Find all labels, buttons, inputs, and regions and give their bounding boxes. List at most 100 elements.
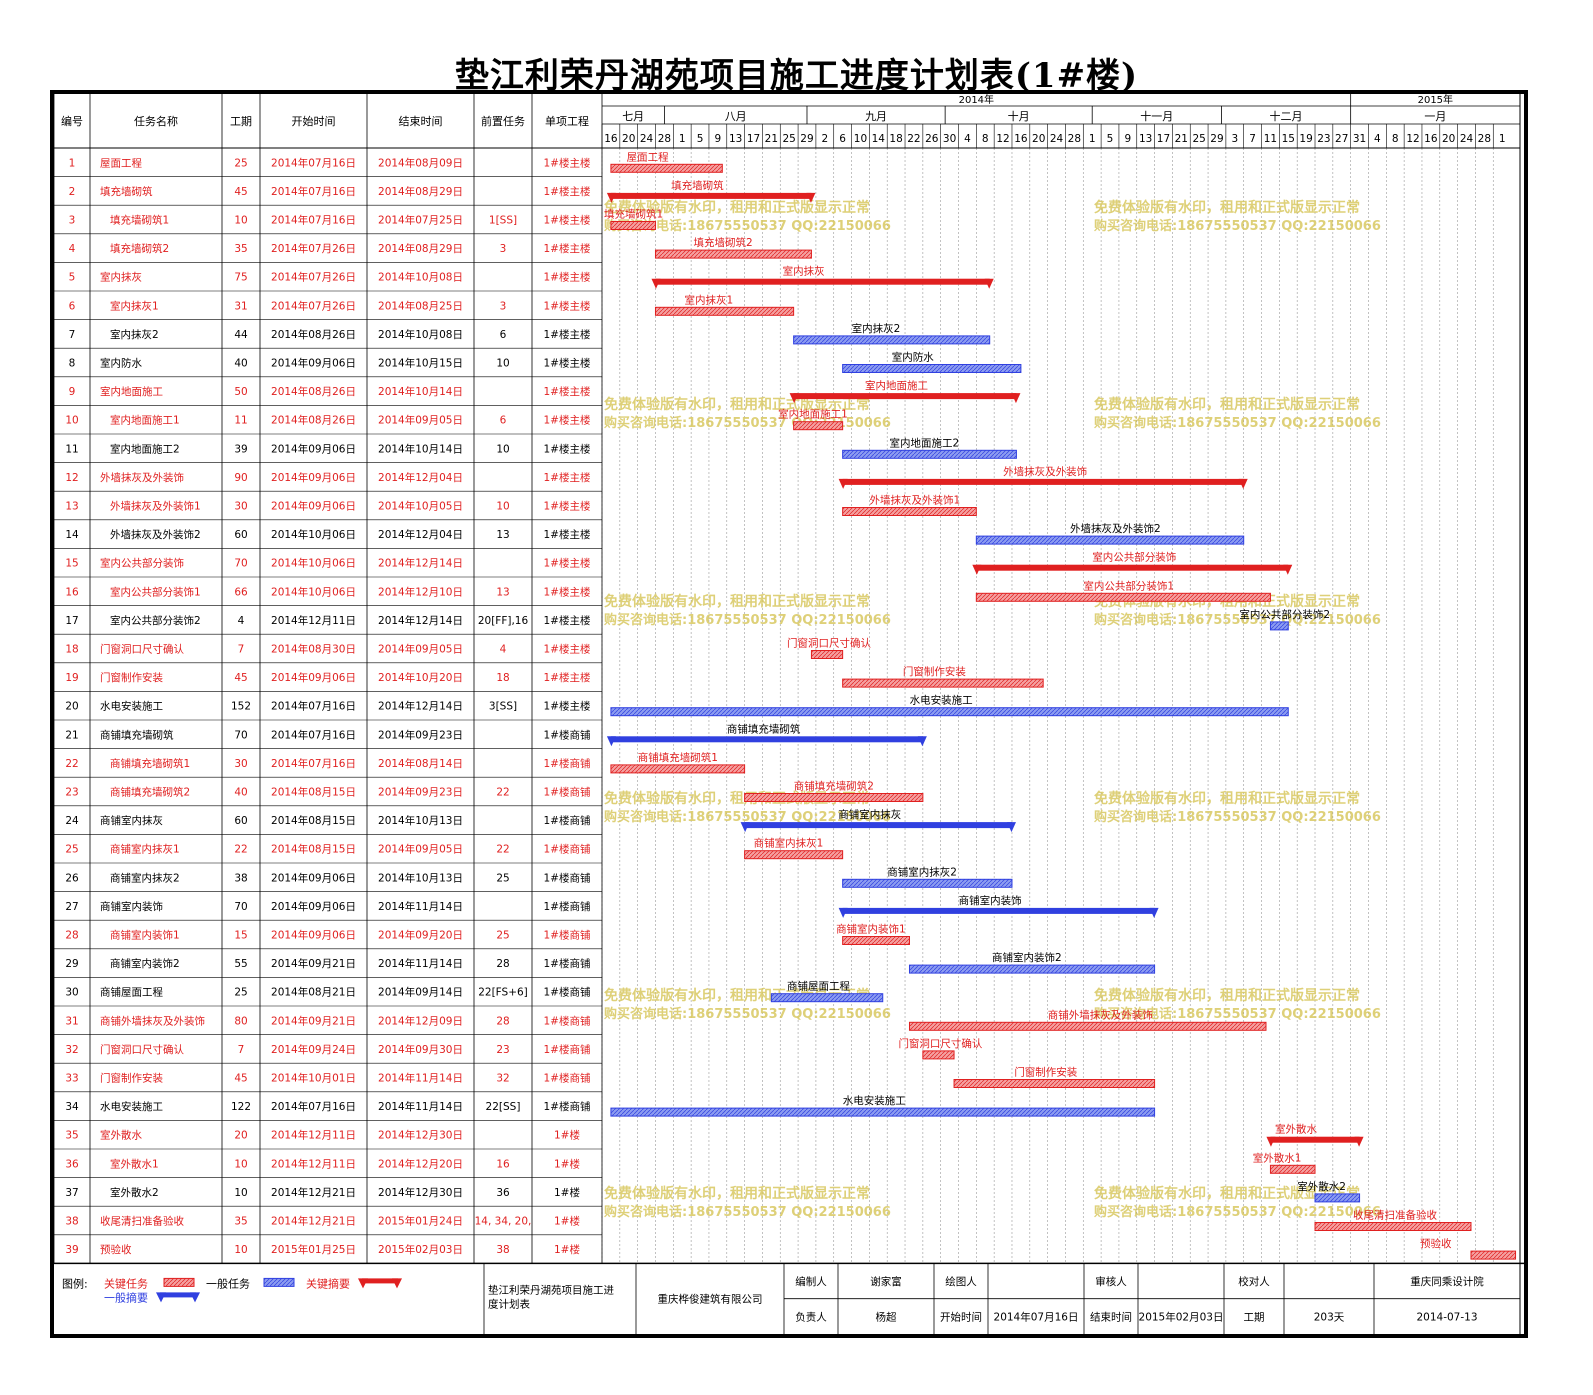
- summary-bar: [842, 907, 1155, 914]
- column-header: 开始时间: [292, 114, 336, 128]
- task-bar: [793, 335, 991, 345]
- task-unit: 1#楼主楼: [544, 557, 591, 570]
- task-pred: 22: [496, 787, 509, 799]
- task-pred: 28: [496, 1015, 509, 1027]
- task-id: 27: [65, 901, 78, 913]
- task-bar-label: 门窗制作安装: [1014, 1066, 1077, 1079]
- footer-end: 2015年02月03日: [1139, 1310, 1224, 1323]
- task-start-text: 2014年09月06日: [271, 471, 356, 484]
- task-end-text: 2014年12月30日: [378, 1129, 463, 1142]
- task-duration: 50: [234, 386, 247, 398]
- day-tick-label: 22: [907, 133, 920, 145]
- task-bar-label: 室外散水1: [1253, 1151, 1302, 1164]
- summary-cap: [1011, 393, 1021, 404]
- task-start-text: 2014年07月16日: [271, 156, 356, 169]
- task-duration: 30: [234, 501, 247, 513]
- task-end-text: 2014年12月14日: [378, 614, 463, 627]
- task-pred: 22[FS+6]: [478, 987, 528, 999]
- task-end-text: 2015年01月24日: [378, 1215, 463, 1228]
- task-duration: 45: [234, 1073, 247, 1085]
- task-id: 22: [65, 758, 78, 770]
- task-name: 室外散水: [100, 1129, 142, 1142]
- day-tick-label: 1: [1499, 133, 1506, 145]
- task-start-text: 2014年07月26日: [271, 271, 356, 284]
- summary-cap: [917, 736, 927, 747]
- task-bar-label: 室内防水: [892, 351, 934, 364]
- task-bar: [744, 850, 844, 860]
- task-duration: 45: [234, 672, 247, 684]
- task-bar-label: 门窗洞口尺寸确认: [787, 637, 871, 650]
- task-unit: 1#楼主楼: [544, 585, 591, 598]
- task-bar-label: 室内公共部分装饰1: [1083, 579, 1174, 592]
- task-end-text: 2014年10月08日: [378, 271, 463, 284]
- summary-bar: [976, 564, 1289, 571]
- summary-bar: [655, 278, 990, 285]
- task-id: 31: [65, 1015, 78, 1027]
- column-header: 前置任务: [481, 114, 525, 128]
- day-tick-label: 5: [697, 133, 704, 145]
- task-end-text: 2014年09月05日: [378, 643, 463, 656]
- task-bar-label: 外墙抹灰及外装饰1: [869, 494, 960, 507]
- task-bar-label: 室内抹灰1: [685, 293, 734, 306]
- task-duration: 4: [238, 615, 245, 627]
- task-id: 7: [69, 329, 76, 341]
- task-start-text: 2015年01月25日: [271, 1243, 356, 1256]
- task-bar-label: 外墙抹灰及外装饰: [1003, 465, 1087, 478]
- task-end-text: 2014年10月14日: [378, 442, 463, 455]
- task-duration: 70: [234, 729, 247, 741]
- task-id: 9: [69, 386, 76, 398]
- task-start-text: 2014年09月24日: [271, 1043, 356, 1056]
- task-name: 水电安装施工: [100, 1100, 163, 1113]
- task-id: 20: [65, 701, 78, 713]
- task-bar: [842, 936, 910, 945]
- task-start-text: 2014年07月16日: [271, 1100, 356, 1113]
- task-start-text: 2014年08月15日: [271, 814, 356, 827]
- day-tick-label: 9: [715, 133, 722, 145]
- task-name: 商铺室内抹灰2: [110, 871, 180, 884]
- task-start-text: 2014年08月26日: [271, 328, 356, 341]
- task-start-text: 2014年10月06日: [271, 557, 356, 570]
- summary-cap: [1354, 1136, 1364, 1147]
- watermark-line: 免费体验版有水印，租用和正式版显示正常: [604, 199, 870, 216]
- task-end-text: 2014年12月14日: [378, 557, 463, 570]
- task-pred: 4: [500, 644, 507, 656]
- task-unit: 1#楼: [554, 1129, 580, 1142]
- task-end-text: 2014年09月05日: [378, 414, 463, 427]
- task-bar-label: 填充墙砌筑1: [604, 208, 663, 221]
- task-duration: 35: [234, 243, 247, 255]
- column-header: 单项工程: [545, 115, 589, 128]
- task-unit: 1#楼: [554, 1215, 580, 1228]
- task-start-text: 2014年08月21日: [271, 986, 356, 999]
- footer-date: 2014-07-13: [1416, 1311, 1477, 1323]
- task-unit: 1#楼主楼: [544, 442, 591, 455]
- footer-institute: 重庆同乘设计院: [1410, 1275, 1484, 1288]
- summary-cap: [1266, 1136, 1276, 1147]
- task-start-text: 2014年09月06日: [271, 442, 356, 455]
- day-tick-label: 6: [839, 133, 846, 145]
- day-tick-label: 13: [1139, 133, 1152, 145]
- day-tick-label: 3: [1231, 133, 1238, 145]
- task-bar-label: 商铺填充墙砌筑2: [794, 780, 874, 793]
- task-unit: 1#楼商铺: [544, 986, 591, 999]
- task-id: 8: [69, 358, 76, 370]
- task-id: 33: [65, 1073, 78, 1085]
- task-end-text: 2014年10月08日: [378, 328, 463, 341]
- task-duration: 10: [234, 1244, 247, 1256]
- watermark-line: 购买咨询电话:18675550537 QQ:22150066: [604, 612, 891, 628]
- task-pred: 36: [496, 1187, 510, 1199]
- day-tick-label: 13: [729, 133, 742, 145]
- task-start-text: 2014年12月11日: [271, 1157, 356, 1170]
- task-duration: 15: [234, 930, 247, 942]
- task-id: 17: [65, 615, 78, 627]
- task-id: 24: [65, 815, 79, 827]
- task-end-text: 2014年12月04日: [378, 528, 463, 541]
- task-id: 19: [65, 672, 78, 684]
- task-end-text: 2014年11月14日: [378, 1072, 463, 1085]
- task-name: 水电安装施工: [100, 700, 163, 713]
- task-pred: 13: [496, 586, 509, 598]
- day-tick-label: 18: [889, 133, 902, 145]
- task-duration: 70: [234, 558, 247, 570]
- task-duration: 7: [238, 1044, 245, 1056]
- task-name: 商铺屋面工程: [100, 986, 163, 999]
- task-bar-label: 室内地面施工: [865, 379, 928, 392]
